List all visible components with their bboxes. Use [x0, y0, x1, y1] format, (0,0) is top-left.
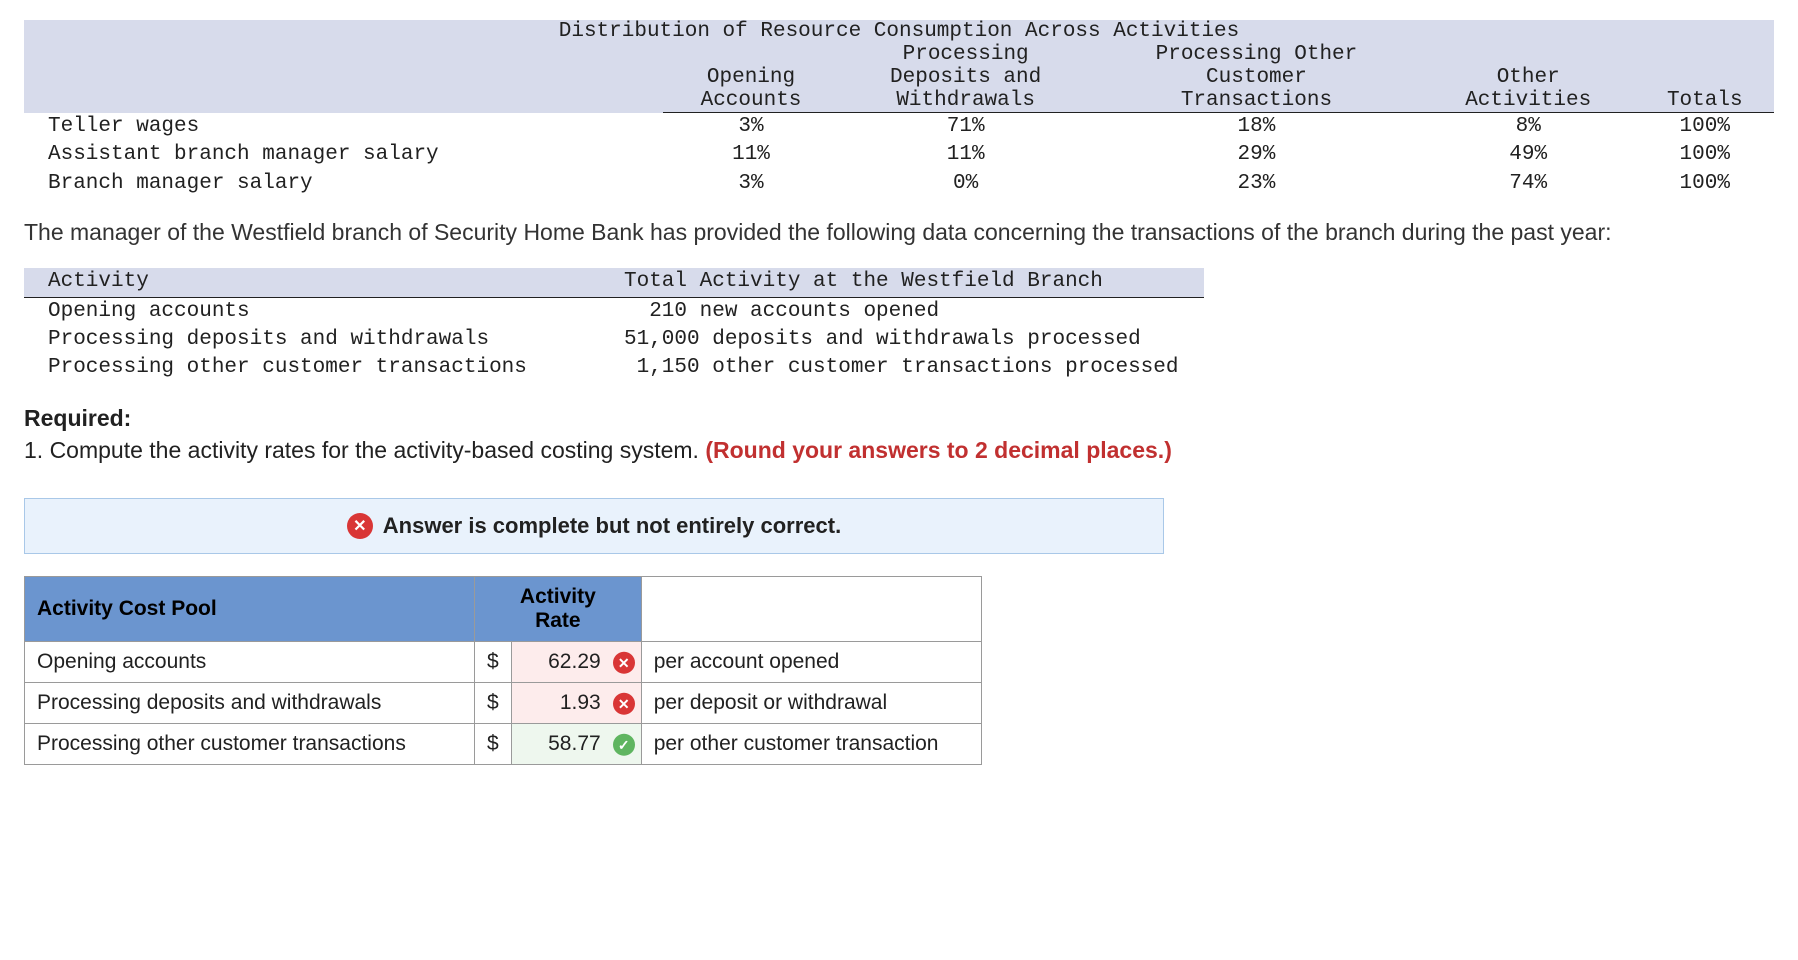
val-total: 100% [1636, 113, 1774, 142]
x-icon: ✕ [613, 652, 635, 674]
row-label: Teller wages [24, 113, 663, 142]
activity-total: 51,000 deposits and withdrawals processe… [584, 326, 1204, 354]
pool-name: Opening accounts [25, 641, 475, 682]
distribution-row: Teller wages3%71%18%8%100% [24, 113, 1774, 142]
incorrect-icon: ✕ [347, 513, 373, 539]
pool-name: Processing other customer transactions [25, 723, 475, 764]
val-other: 74% [1421, 170, 1636, 198]
currency-symbol: $ [475, 641, 512, 682]
activity-row: Opening accounts 210 new accounts opened [24, 297, 1204, 326]
activity-row: Processing deposits and withdrawals51,00… [24, 326, 1204, 354]
val-total: 100% [1636, 170, 1774, 198]
col-processing-other: Processing OtherCustomerTransactions [1092, 43, 1421, 113]
row-label: Branch manager salary [24, 170, 663, 198]
rate-input[interactable]: 58.77✓ [511, 723, 641, 764]
activity-header-activity: Activity [24, 268, 584, 297]
col-processing-dw: ProcessingDeposits andWithdrawals [839, 43, 1092, 113]
rounding-hint: (Round your answers to 2 decimal places.… [705, 437, 1172, 463]
answer-header-blank [641, 576, 981, 641]
activity-table: Activity Total Activity at the Westfield… [24, 268, 1204, 382]
distribution-caption: Distribution of Resource Consumption Acr… [24, 20, 1774, 43]
distribution-table: Distribution of Resource Consumption Acr… [24, 20, 1774, 198]
required-label: Required: [24, 405, 1774, 432]
activity-name: Processing other customer transactions [24, 354, 584, 382]
distribution-row: Branch manager salary3%0%23%74%100% [24, 170, 1774, 198]
activity-name: Processing deposits and withdrawals [24, 326, 584, 354]
activity-total: 210 new accounts opened [584, 297, 1204, 326]
feedback-banner: ✕ Answer is complete but not entirely co… [24, 498, 1164, 554]
currency-symbol: $ [475, 723, 512, 764]
val-opening: 3% [663, 113, 840, 142]
val-other: 8% [1421, 113, 1636, 142]
check-icon: ✓ [613, 734, 635, 756]
row-label: Assistant branch manager salary [24, 141, 663, 169]
rate-unit: per account opened [641, 641, 981, 682]
currency-symbol: $ [475, 682, 512, 723]
pool-name: Processing deposits and withdrawals [25, 682, 475, 723]
answer-header-rate: ActivityRate [475, 576, 642, 641]
val-processing-dw: 0% [839, 170, 1092, 198]
distribution-header-row: OpeningAccounts ProcessingDeposits andWi… [24, 43, 1774, 113]
val-total: 100% [1636, 141, 1774, 169]
val-opening: 11% [663, 141, 840, 169]
val-processing-other: 18% [1092, 113, 1421, 142]
val-processing-other: 29% [1092, 141, 1421, 169]
intro-paragraph: The manager of the Westfield branch of S… [24, 216, 1774, 248]
feedback-text: Answer is complete but not entirely corr… [383, 513, 841, 539]
answer-row: Opening accounts$62.29✕per account opene… [25, 641, 982, 682]
x-icon: ✕ [613, 693, 635, 715]
answer-row: Processing other customer transactions$5… [25, 723, 982, 764]
activity-total: 1,150 other customer transactions proces… [584, 354, 1204, 382]
val-opening: 3% [663, 170, 840, 198]
activity-header-total: Total Activity at the Westfield Branch [584, 268, 1204, 297]
rate-unit: per other customer transaction [641, 723, 981, 764]
required-question: 1. Compute the activity rates for the ac… [24, 434, 1774, 466]
answer-header-pool: Activity Cost Pool [25, 576, 475, 641]
answer-row: Processing deposits and withdrawals$1.93… [25, 682, 982, 723]
val-processing-other: 23% [1092, 170, 1421, 198]
rate-input[interactable]: 62.29✕ [511, 641, 641, 682]
activity-row: Processing other customer transactions 1… [24, 354, 1204, 382]
col-opening: OpeningAccounts [663, 43, 840, 113]
col-totals: Totals [1636, 43, 1774, 113]
col-other: OtherActivities [1421, 43, 1636, 113]
activity-name: Opening accounts [24, 297, 584, 326]
rate-input[interactable]: 1.93✕ [511, 682, 641, 723]
rate-unit: per deposit or withdrawal [641, 682, 981, 723]
answer-table: Activity Cost Pool ActivityRate Opening … [24, 576, 982, 765]
distribution-row: Assistant branch manager salary11%11%29%… [24, 141, 1774, 169]
val-processing-dw: 11% [839, 141, 1092, 169]
val-other: 49% [1421, 141, 1636, 169]
val-processing-dw: 71% [839, 113, 1092, 142]
